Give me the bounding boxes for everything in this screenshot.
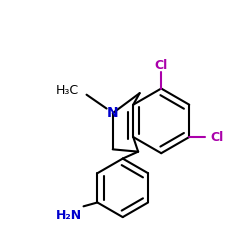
Text: Cl: Cl <box>211 130 224 143</box>
Text: H₃C: H₃C <box>56 84 79 96</box>
Text: Cl: Cl <box>154 59 168 72</box>
Text: N: N <box>107 106 118 120</box>
Text: H₂N: H₂N <box>56 210 82 222</box>
